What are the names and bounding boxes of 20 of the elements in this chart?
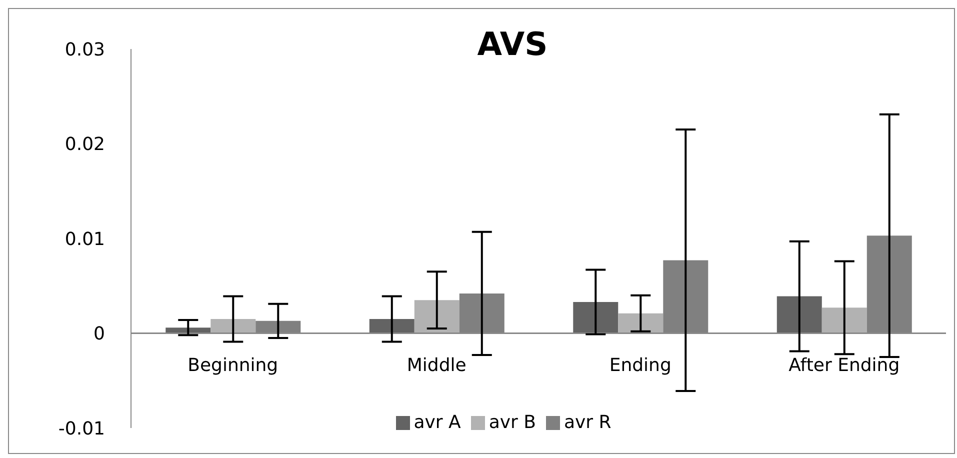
x-tick-label: After Ending bbox=[788, 355, 900, 376]
y-tick-label: -0.01 bbox=[58, 418, 105, 440]
legend-label: avr A bbox=[414, 412, 461, 433]
bar bbox=[776, 296, 822, 334]
y-tick-label: 0.03 bbox=[64, 39, 105, 60]
bar bbox=[414, 300, 460, 334]
bar bbox=[210, 319, 256, 334]
bar bbox=[822, 308, 867, 334]
bar bbox=[369, 319, 414, 334]
x-tick-label: Ending bbox=[609, 355, 672, 376]
legend-label: avr B bbox=[488, 412, 536, 433]
y-tick-label: 0.02 bbox=[64, 134, 105, 156]
x-tick-label: Middle bbox=[406, 355, 466, 376]
x-tick-label: Beginning bbox=[188, 355, 278, 376]
y-tick-label: 0 bbox=[94, 324, 105, 345]
y-tick-label: 0.01 bbox=[64, 228, 105, 250]
chart-title: AVS bbox=[477, 25, 548, 63]
bar bbox=[573, 302, 618, 334]
legend-label: avr R bbox=[564, 412, 612, 433]
bar bbox=[618, 313, 664, 334]
